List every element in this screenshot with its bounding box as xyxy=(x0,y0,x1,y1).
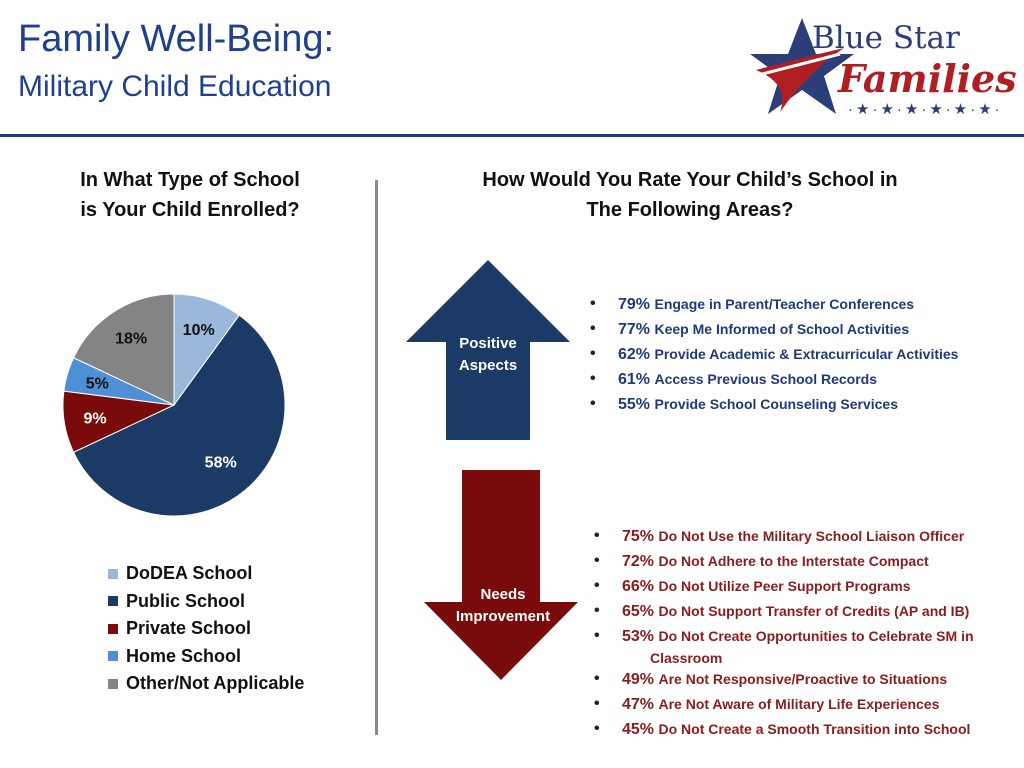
rating-heading: How Would You Rate Your Child’s School i… xyxy=(430,165,950,225)
logo-stars-row: ·★·★·★·★·★·★· xyxy=(848,101,1003,118)
needs-item: 72% Do Not Adhere to the Interstate Comp… xyxy=(594,549,974,574)
pie-heading-line2: is Your Child Enrolled? xyxy=(80,199,300,221)
needs-item: 66% Do Not Utilize Peer Support Programs xyxy=(594,574,974,599)
logo-text-blue-star: Blue Star xyxy=(812,20,960,56)
needs-item-continuation: Classroom xyxy=(650,650,723,666)
legend-item-dodea-school: DoDEA School xyxy=(108,560,304,588)
needs-label-line2: Improvement xyxy=(455,608,551,625)
needs-item: 47% Are Not Aware of Military Life Exper… xyxy=(594,692,974,717)
pie-label-dodea-school: 10% xyxy=(183,322,215,339)
pie-heading-line1: In What Type of School xyxy=(80,169,300,191)
pie-label-public-school: 58% xyxy=(205,454,237,471)
needs-improvement-down-arrow-icon xyxy=(424,470,578,680)
needs-improvement-list: 75% Do Not Use the Military School Liais… xyxy=(594,524,974,742)
legend-swatch xyxy=(108,596,118,607)
positive-label-line2: Aspects xyxy=(458,357,518,374)
needs-item: 49% Are Not Responsive/Proactive to Situ… xyxy=(594,667,974,692)
legend-swatch xyxy=(108,568,118,579)
rating-heading-line1: How Would You Rate Your Child’s School i… xyxy=(482,169,898,191)
needs-item: 53% Do Not Create Opportunities to Celeb… xyxy=(594,624,974,667)
pie-slice-public-school xyxy=(72,314,286,517)
needs-item: 65% Do Not Support Transfer of Credits (… xyxy=(594,599,974,624)
needs-label-line1: Needs xyxy=(480,586,526,603)
legend-label: Other/Not Applicable xyxy=(126,673,305,694)
legend-swatch xyxy=(108,678,118,689)
needs-item: 75% Do Not Use the Military School Liais… xyxy=(594,524,974,549)
blue-star-families-logo: Blue Star Families ·★·★·★·★·★·★· xyxy=(740,12,1020,122)
star-logo-icon xyxy=(750,18,854,114)
legend-item-home-school: Home School xyxy=(108,643,304,671)
page-title: Family Well-Being: xyxy=(18,18,335,60)
pie-label-private-school: 9% xyxy=(84,411,107,428)
needs-improvement-label: Needs Improvement xyxy=(446,584,560,628)
positive-aspects-label: Positive Aspects xyxy=(446,333,530,377)
vertical-divider xyxy=(375,180,378,735)
legend-label: Private School xyxy=(126,618,252,639)
legend-item-other-not-applicable: Other/Not Applicable xyxy=(108,670,304,698)
legend-swatch xyxy=(108,623,118,634)
positive-item: 55% Provide School Counseling Services xyxy=(590,392,958,417)
positive-item: 79% Engage in Parent/Teacher Conferences xyxy=(590,292,958,317)
pie-label-home-school: 5% xyxy=(86,376,109,393)
page-subtitle: Military Child Education xyxy=(18,70,332,103)
pie-legend: DoDEA School Public School Private School H… xyxy=(108,560,304,698)
positive-item: 77% Keep Me Informed of School Activitie… xyxy=(590,317,958,342)
positive-up-arrow-icon xyxy=(406,260,570,440)
legend-label: DoDEA School xyxy=(126,563,253,584)
header-rule xyxy=(0,134,1024,137)
legend-label: Public School xyxy=(126,590,246,611)
legend-label: Home School xyxy=(126,645,242,666)
legend-item-public-school: Public School xyxy=(108,588,304,616)
legend-swatch xyxy=(108,651,118,662)
positive-item: 62% Provide Academic & Extracurricular A… xyxy=(590,342,958,367)
school-type-pie-chart: 10% 58% 9% 5% 18% xyxy=(62,293,286,517)
logo-text-families: Families xyxy=(838,56,1017,101)
rating-heading-line2: The Following Areas? xyxy=(586,199,794,221)
positive-item: 61% Access Previous School Records xyxy=(590,367,958,392)
pie-label-other-not-applicable: 18% xyxy=(115,331,147,348)
pie-chart-heading: In What Type of School is Your Child Enr… xyxy=(40,165,340,225)
positive-aspects-list: 79% Engage in Parent/Teacher Conferences… xyxy=(590,292,958,417)
positive-label-line1: Positive xyxy=(459,335,517,352)
legend-item-private-school: Private School xyxy=(108,615,304,643)
needs-item: 45% Do Not Create a Smooth Transition in… xyxy=(594,717,974,742)
pie-slice-other-not-applicable xyxy=(72,293,175,406)
